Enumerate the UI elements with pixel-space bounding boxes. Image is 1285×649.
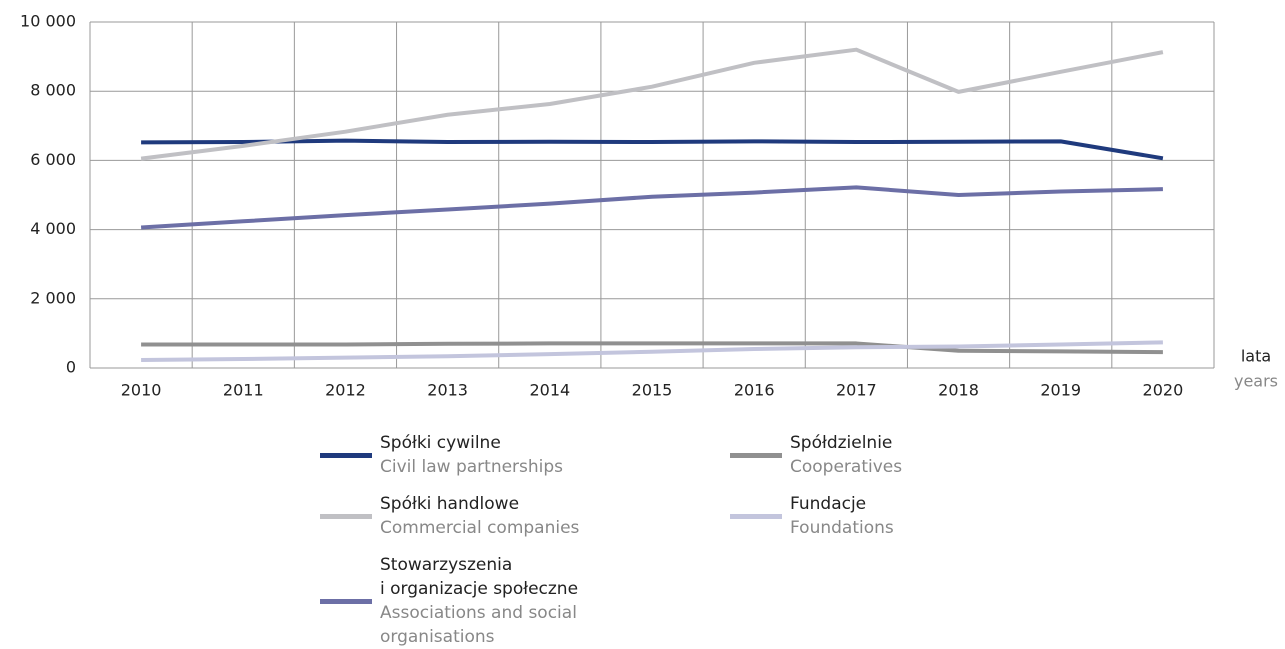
x-tick-label: 2012 <box>325 381 366 400</box>
legend-swatch <box>320 513 372 519</box>
chart: lata years 0 2 000 4 000 6 000 8 000 10 000 20… <box>20 12 1278 400</box>
y-tick-label: 6 000 <box>30 150 76 169</box>
x-tick-label: 2014 <box>529 381 570 400</box>
x-tick-label: 2010 <box>121 381 162 400</box>
x-tick-label: 2019 <box>1040 381 1081 400</box>
legend-text: Spółki handlowe Commercial companies <box>380 492 579 540</box>
legend-label-en: Civil law partnerships <box>380 457 564 477</box>
legend-label: Spółdzielnie <box>790 433 893 453</box>
legend-item: Spółki cywilne Civil law partnerships <box>320 431 563 479</box>
legend-item: Spółdzielnie Cooperatives <box>730 431 902 479</box>
x-tick-label: 2018 <box>938 381 979 400</box>
y-tick-label: 10 000 <box>20 12 76 31</box>
legend-item: Spółki handlowe Commercial companies <box>320 492 579 540</box>
x-tick-label: 2020 <box>1143 381 1184 400</box>
legend-item: Fundacje Foundations <box>730 492 894 540</box>
x-axis-label-en: years <box>1234 372 1278 391</box>
legend-label: Spółki handlowe <box>380 494 520 514</box>
legend-swatch <box>730 452 782 458</box>
legend-label: Spółki cywilne <box>380 433 501 453</box>
legend-swatch <box>730 513 782 519</box>
legend-item: Stowarzyszenia i organizacje społeczne As… <box>320 553 578 649</box>
y-tick-label: 0 <box>66 358 76 377</box>
legend-label-en: Commercial companies <box>380 518 580 538</box>
series-line <box>141 340 1163 363</box>
legend-label: Stowarzyszenia i organizacje społeczne <box>380 555 579 599</box>
series-line <box>141 341 1163 355</box>
legend-text: Fundacje Foundations <box>790 492 894 540</box>
x-axis-label: lata <box>1241 347 1271 366</box>
series-line <box>140 47 1164 161</box>
legend-label: Fundacje <box>790 494 867 514</box>
x-tick-label: 2011 <box>223 381 264 400</box>
x-tick-label: 2016 <box>734 381 775 400</box>
x-tick-label: 2017 <box>836 381 877 400</box>
legend-text: Spółdzielnie Cooperatives <box>790 431 902 479</box>
y-tick-label: 2 000 <box>30 288 76 307</box>
legend-label-en: Foundations <box>790 518 894 538</box>
y-tick-label: 8 000 <box>30 81 76 100</box>
legend-text: Stowarzyszenia i organizacje społeczne As… <box>380 553 578 649</box>
legend-swatch <box>320 452 372 458</box>
legend-label-en: Cooperatives <box>790 457 903 477</box>
y-tick-label: 4 000 <box>30 219 76 238</box>
legend-text: Spółki cywilne Civil law partnerships <box>380 431 563 479</box>
x-tick-label: 2015 <box>632 381 673 400</box>
series-line <box>141 138 1164 161</box>
x-tick-label: 2013 <box>427 381 468 400</box>
series-line <box>140 185 1163 230</box>
legend-swatch <box>320 598 372 604</box>
legend-label-en: Associations and social organisations <box>380 603 577 647</box>
